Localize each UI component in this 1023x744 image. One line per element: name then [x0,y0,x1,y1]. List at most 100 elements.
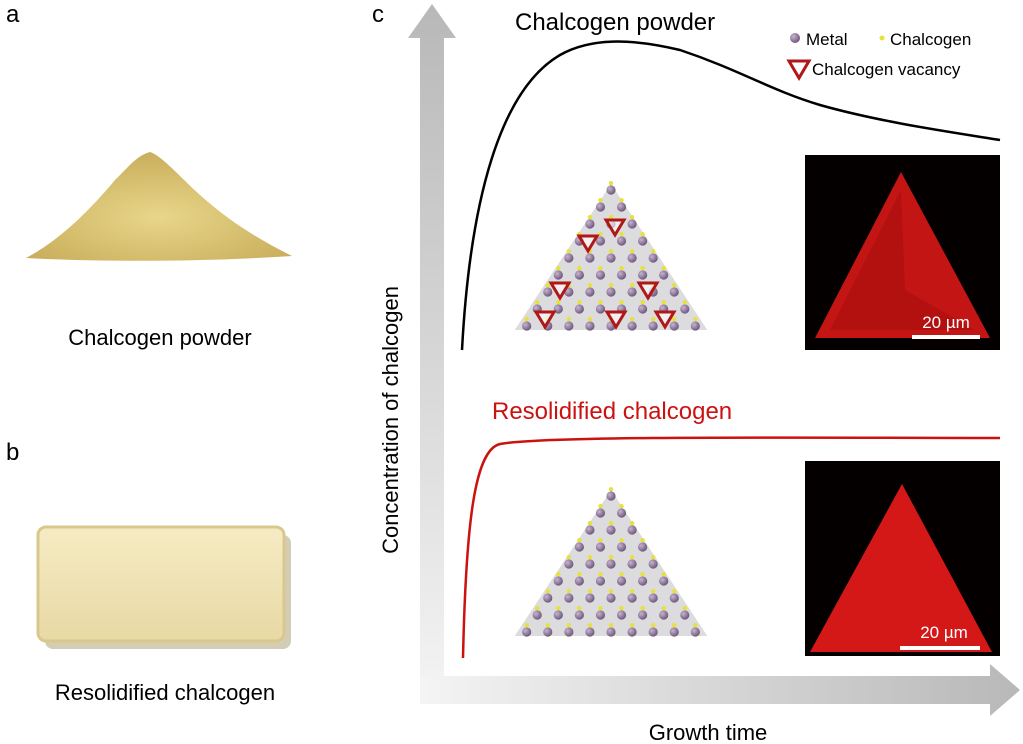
chalcogen-atom [619,504,624,509]
metal-atom [564,593,574,603]
metal-atom [659,270,669,280]
chalcogen-atom [608,623,614,628]
metal-atom [627,525,637,535]
metal-atom [606,525,616,535]
chalcogen-atom [535,300,540,305]
panel-b-caption: Resolidified chalcogen [55,680,275,705]
metal-atom [574,576,584,586]
lattice-pristine [514,487,708,637]
vacancy-marker [636,281,660,301]
chalcogen-atom [661,606,666,611]
metal-atom [574,610,584,620]
metal-atom [595,304,606,314]
metal-atom [595,610,606,620]
legend-vacancy-marker [786,59,812,81]
chalcogen-atom [640,232,645,237]
metal-atom [595,576,606,586]
metal-atom [616,576,627,586]
metal-atom [648,321,658,331]
metal-atom [648,559,658,569]
metal-atom [585,321,595,331]
chalcogen-atom [608,283,614,288]
chalcogen-atom [587,215,593,220]
vacancy-marker [533,310,557,330]
metal-atom [595,202,606,212]
chalcogen-atom [608,487,614,492]
metal-atom [627,559,637,569]
chalcogen-atom [672,283,677,288]
vacancy-marker [604,310,628,330]
chalcogen-atom [566,589,572,594]
chalcogen-atom [566,555,572,560]
chalcogen-atom [598,300,603,305]
chalcogen-atom [619,266,624,271]
chalcogen-atom [682,300,687,305]
metal-atom [606,491,616,501]
metal-atom [595,508,606,518]
metal-atom [522,321,532,331]
chalcogen-atom [661,300,666,305]
x-axis-arrow [420,664,1020,716]
chalcogen-atom [598,232,603,237]
metal-atom [585,593,595,603]
powder-pile-image [26,152,292,261]
metal-atom [648,253,658,263]
resolidified-block-image [36,525,286,643]
metal-atom [648,627,658,637]
metal-atom [585,287,595,297]
chalcogen-atom [535,606,540,611]
metal-atom [595,542,606,552]
vacancy-marker [576,234,600,254]
scale-bar-label-bottom: 20 µm [920,623,968,642]
metal-atom [606,287,616,297]
metal-atom [680,610,690,620]
panel-a-caption: Chalcogen powder [68,325,251,350]
vacancy-marker [653,310,677,330]
chalcogen-atom [608,215,614,220]
chalcogen-atom [661,266,666,271]
metal-atom [522,627,532,637]
metal-atom [585,559,595,569]
chalcogen-atom [598,504,603,509]
resolidified-chalcogen-curve [461,436,1001,659]
chalcogen-atom [682,606,687,611]
metal-atom [553,610,563,620]
panel-c-letter: c [372,1,384,28]
panel-b-letter: b [6,439,19,466]
chalcogen-atom [556,572,561,577]
chalcogen-atom [619,300,624,305]
legend-metal-marker [790,33,800,43]
chalcogen-atom [629,249,635,254]
chalcogen-atom [650,249,656,254]
metal-atom [595,270,606,280]
metal-atom [616,270,627,280]
x-axis-label: Growth time [649,720,768,744]
chalcogen-powder-curve [460,40,1001,351]
chalcogen-atom [566,249,572,254]
chalcogen-atom [640,572,645,577]
fluorescence-image-bottom: 20 µm [805,461,1000,656]
chalcogen-atom [545,589,550,594]
chalcogen-atom [629,283,635,288]
chalcogen-atom [619,606,624,611]
chalcogen-atom [629,317,635,322]
chalcogen-atom [608,249,614,254]
metal-atom [574,270,584,280]
metal-atom [585,219,595,229]
vacancy-marker [603,218,627,238]
metal-atom [553,270,563,280]
chalcogen-atom [556,300,561,305]
chalcogen-atom [556,266,561,271]
metal-atom [616,236,627,246]
metal-atom [606,253,616,263]
metal-atom [638,236,648,246]
metal-atom [616,508,627,518]
chalcogen-atom [672,623,677,628]
chalcogen-atom [598,572,603,577]
chalcogen-atom [608,555,614,560]
metal-atom [627,627,637,637]
metal-atom [595,236,606,246]
chalcogen-atom [545,283,550,288]
